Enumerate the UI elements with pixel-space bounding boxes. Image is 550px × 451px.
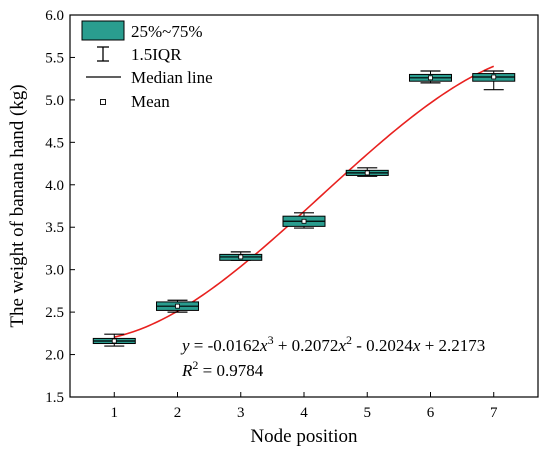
plot-area: [69, 14, 539, 398]
x-tick-label: 7: [490, 405, 498, 421]
mean-marker: [111, 338, 117, 344]
y-tick-label: 5.0: [45, 93, 64, 109]
box-3: [219, 251, 263, 261]
box-2: [156, 299, 200, 313]
box-7: [472, 70, 516, 91]
legend: 25%~75% 1.5IQR Median line Mean: [81, 20, 213, 111]
x-axis-title: Node position: [250, 426, 358, 447]
box-5: [345, 167, 389, 177]
y-tick-label: 2.0: [45, 348, 64, 364]
fit-equation: y = -0.0162x3 + 0.2072x2 - 0.2024x + 2.2…: [180, 333, 485, 355]
legend-label-box: 25%~75%: [131, 22, 203, 41]
y-tick-label: 4.0: [45, 178, 64, 194]
legend-mean-symbol: [100, 99, 106, 105]
y-tick-label: 2.5: [45, 305, 64, 321]
box-6: [408, 70, 452, 84]
x-tick-label: 1: [111, 405, 119, 421]
x-tick-label: 5: [363, 405, 371, 421]
x-tick-label: 3: [237, 405, 245, 421]
legend-label-mean: Mean: [131, 92, 170, 111]
mean-marker: [364, 170, 370, 176]
fit-r-squared: R2 = 0.9784: [181, 358, 264, 380]
mean-marker: [491, 74, 497, 80]
mean-marker: [238, 254, 244, 260]
legend-label-whisker: 1.5IQR: [131, 45, 182, 64]
mean-marker: [301, 218, 307, 224]
mean-marker: [428, 75, 433, 81]
y-tick-label: 3.5: [45, 220, 64, 236]
legend-box-swatch: [81, 20, 125, 41]
y-tick-label: 3.0: [45, 263, 64, 279]
x-tick-label: 6: [427, 405, 435, 421]
mean-marker: [175, 303, 180, 309]
box-4: [282, 212, 326, 229]
box-1: [92, 333, 136, 347]
x-tick-label: 2: [174, 405, 182, 421]
y-tick-label: 1.5: [45, 390, 64, 406]
y-axis-title: The weight of banana hand (kg): [7, 84, 28, 327]
y-tick-label: 4.5: [45, 135, 64, 151]
legend-whisker-symbol: [97, 46, 109, 62]
legend-label-median: Median line: [131, 68, 213, 87]
y-tick-label: 5.5: [45, 50, 64, 66]
x-tick-label: 4: [300, 405, 308, 421]
y-tick-label: 6.0: [45, 8, 64, 24]
